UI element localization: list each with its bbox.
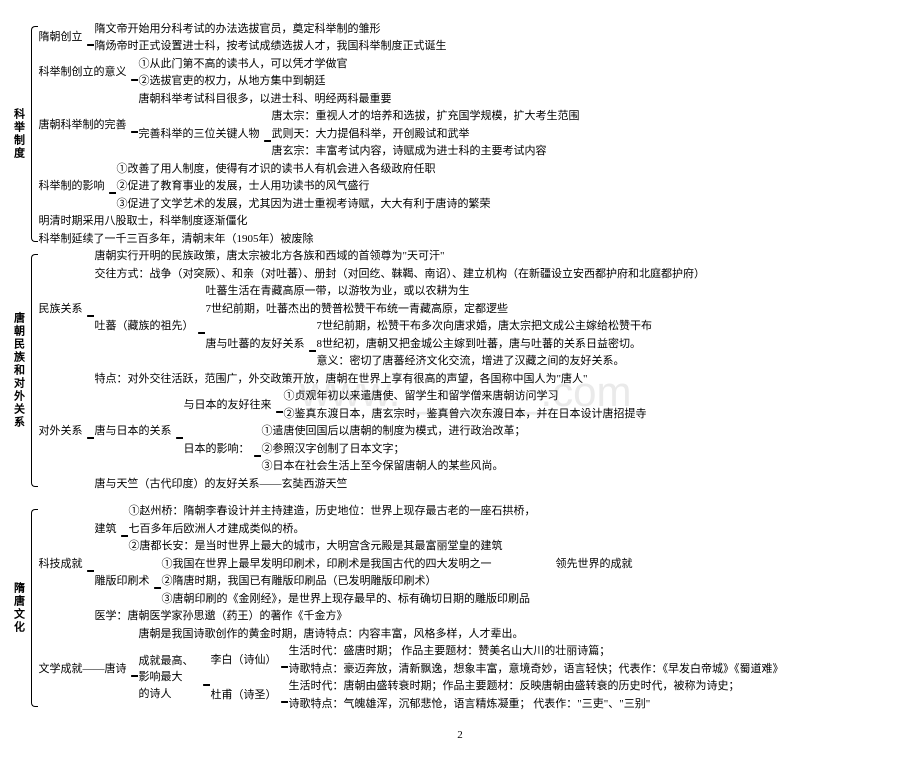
text-line: ③日本在社会生活上至今保留唐朝人的某些风尚。 xyxy=(262,458,526,476)
text-line: ①改善了用人制度，使得有才识的读书人有机会进入各级政府任职 xyxy=(117,160,491,178)
text-line: ①我国在世界上最早发明印刷术，印刷术是我国古代的四大发明之一 xyxy=(162,555,531,573)
text-line: ②鉴真东渡日本，唐玄宗时，鉴真曾六次东渡日本，并在日本设计唐招提寺 xyxy=(284,405,647,423)
sub-label: 雕版印刷术 xyxy=(95,573,152,590)
group-label: 隋朝创立 xyxy=(39,29,85,46)
page-number: 2 xyxy=(8,727,912,744)
text-line: ②唐都长安：是当时世界上最大的城市，大明宫含元殿是其最富丽堂皇的建筑 xyxy=(129,538,536,556)
group-label: 文学成就——唐诗 xyxy=(39,661,129,678)
text-line: ①遣唐使回国后以唐朝的制度为模式，进行政治改革； xyxy=(262,423,526,441)
section-suitang: 隋唐文化 科技成就 建筑 ①赵州桥：隋朝李春设计并主持建造，历史地位：世界上现存… xyxy=(8,503,912,713)
text-line: 特点：对外交往活跃，范围广，外交政策开放，唐朝在世界上享有很高的声望，各国称中国… xyxy=(95,370,647,388)
sub-label: 建筑 xyxy=(95,521,119,538)
brace xyxy=(29,503,39,713)
sub-label: 日本的影响： xyxy=(184,441,252,458)
group-label: 对外关系 xyxy=(39,423,85,440)
brace xyxy=(29,20,39,248)
sub-label: 成就最高、 影响最大 的诗人 xyxy=(139,653,201,703)
text-line: 七百多年后欧洲人才建成类似的桥。 xyxy=(129,520,536,538)
section-tangchao: 唐朝民族和对外关系 民族关系 唐朝实行开明的民族政策，唐太宗被北方各族和西域的首… xyxy=(8,248,912,493)
text-line: 隋文帝开始用分科考试的办法选拔官员，奠定科举制的雏形 xyxy=(95,20,447,38)
text-line: ②选拔官吏的权力，从地方集中到朝廷 xyxy=(139,73,348,91)
text-line: 8世纪初，唐朝又把金城公主嫁到吐蕃，唐与吐蕃的关系日益密切。 xyxy=(317,335,653,353)
text-line: ①赵州桥：隋朝李春设计并主持建造，历史地位：世界上现存最古老的一座石拱桥， xyxy=(129,503,536,521)
text-line: 7世纪前期，吐蕃杰出的赞普松赞干布统一青藏高原，定都逻些 xyxy=(206,300,653,318)
text-line: ①从此门第不高的读书人，可以凭才学做官 xyxy=(139,55,348,73)
sub-label: 完善科举的三位关键人物 xyxy=(139,126,262,143)
poet-name: 李白（诗仙） xyxy=(211,652,279,669)
sub-label: 唐与吐蕃的友好关系 xyxy=(206,336,307,353)
section-title: 唐朝民族和对外关系 xyxy=(8,248,29,493)
sub-label: 吐蕃（藏族的祖先） xyxy=(95,318,196,335)
section-keju: 科举制度 隋朝创立 隋文帝开始用分科考试的办法选拔官员，奠定科举制的雏形 隋炀帝… xyxy=(8,20,912,248)
text-line: ①贞观年初以来遣唐使、留学生和留学僧来唐朝访问学习 xyxy=(284,388,647,406)
text-line: 唐与天竺（古代印度）的友好关系——玄奘西游天竺 xyxy=(95,475,647,493)
text-line: 生活时代：盛唐时期； 作品主要题材：赞美名山大川的壮丽诗篇； xyxy=(289,643,784,661)
text-line: 明清时期采用八股取士，科举制度逐渐僵化 xyxy=(39,213,580,231)
poet-name: 杜甫（诗圣） xyxy=(211,687,279,704)
text-line: 科举制延续了一千三百多年，清朝末年（1905年）被废除 xyxy=(39,230,580,248)
sub-label: 与日本的友好往来 xyxy=(184,397,274,414)
text-line: ③唐朝印刷的《金刚经》，是世界上现存最早的、标有确切日期的雕版印刷品 xyxy=(162,590,531,608)
text-line: 唐朝科举考试科目很多，以进士科、明经两科最重要 xyxy=(139,90,580,108)
text-line: ②隋唐时期，我国已有雕版印刷品（已发明雕版印刷术） xyxy=(162,573,531,591)
text-line: 诗歌特点：豪迈奔放，清新飘逸，想象丰富，意境奇妙，语言轻快；代表作：《早发白帝城… xyxy=(289,660,784,678)
text-line: 武则天：大力提倡科举，开创殿试和武举 xyxy=(272,125,580,143)
text-line: ②促进了教育事业的发展，士人用功读书的风气盛行 xyxy=(117,178,491,196)
text-line: 唐太宗：重视人才的培养和选拔，扩充国学规模，扩大考生范围 xyxy=(272,108,580,126)
text-line: 诗歌特点：气魄雄浑，沉郁悲怆，语言精炼凝重； 代表作："三吏"、"三别" xyxy=(289,695,740,713)
text-line: 意义：密切了唐蕃经济文化交流，增进了汉藏之间的友好关系。 xyxy=(317,353,653,371)
text-line: 生活时代：唐朝由盛转衰时期；作品主要题材：反映唐朝由盛转衰的历史时代，被称为诗史… xyxy=(289,678,740,696)
group-label: 科技成就 xyxy=(39,556,85,573)
text-line: ③促进了文学艺术的发展，尤其因为进士重视考诗赋，大大有利于唐诗的繁荣 xyxy=(117,195,491,213)
group-label: 唐朝科举制的完善 xyxy=(39,117,129,134)
text-line: 7世纪前期，松赞干布多次向唐求婚，唐太宗把文成公主嫁给松赞干布 xyxy=(317,318,653,336)
group-label: 科举制的影响 xyxy=(39,178,107,195)
text-line: 吐蕃生活在青藏高原一带，以游牧为业，或以农耕为生 xyxy=(206,283,653,301)
text-line: 交往方式：战争（对突厥）、和亲（对吐蕃）、册封（对回纥、靺鞨、南诏）、建立机构（… xyxy=(95,265,706,283)
sub-label: 唐与日本的关系 xyxy=(95,423,174,440)
section-title: 科举制度 xyxy=(8,20,29,248)
group-label: 科举制创立的意义 xyxy=(39,64,129,81)
section-title: 隋唐文化 xyxy=(8,503,29,713)
text-line: 唐玄宗：丰富考试内容，诗赋成为进士科的主要考试内容 xyxy=(272,143,580,161)
group-label: 民族关系 xyxy=(39,301,85,318)
text-line: 唐朝实行开明的民族政策，唐太宗被北方各族和西域的首领尊为"天可汗" xyxy=(95,248,706,266)
text-line: 隋炀帝时正式设置进士科，按考试成绩选拔人才，我国科举制度正式诞生 xyxy=(95,38,447,56)
note-right: 领先世界的成就 xyxy=(556,556,633,573)
brace xyxy=(29,248,39,493)
text-line: 医学：唐朝医学家孙思邈（药王）的著作《千金方》 xyxy=(95,608,536,626)
text-line: 唐朝是我国诗歌创作的黄金时期，唐诗特点：内容丰富，风格多样，人才辈出。 xyxy=(139,625,784,643)
text-line: ②参照汉字创制了日本文字； xyxy=(262,440,526,458)
